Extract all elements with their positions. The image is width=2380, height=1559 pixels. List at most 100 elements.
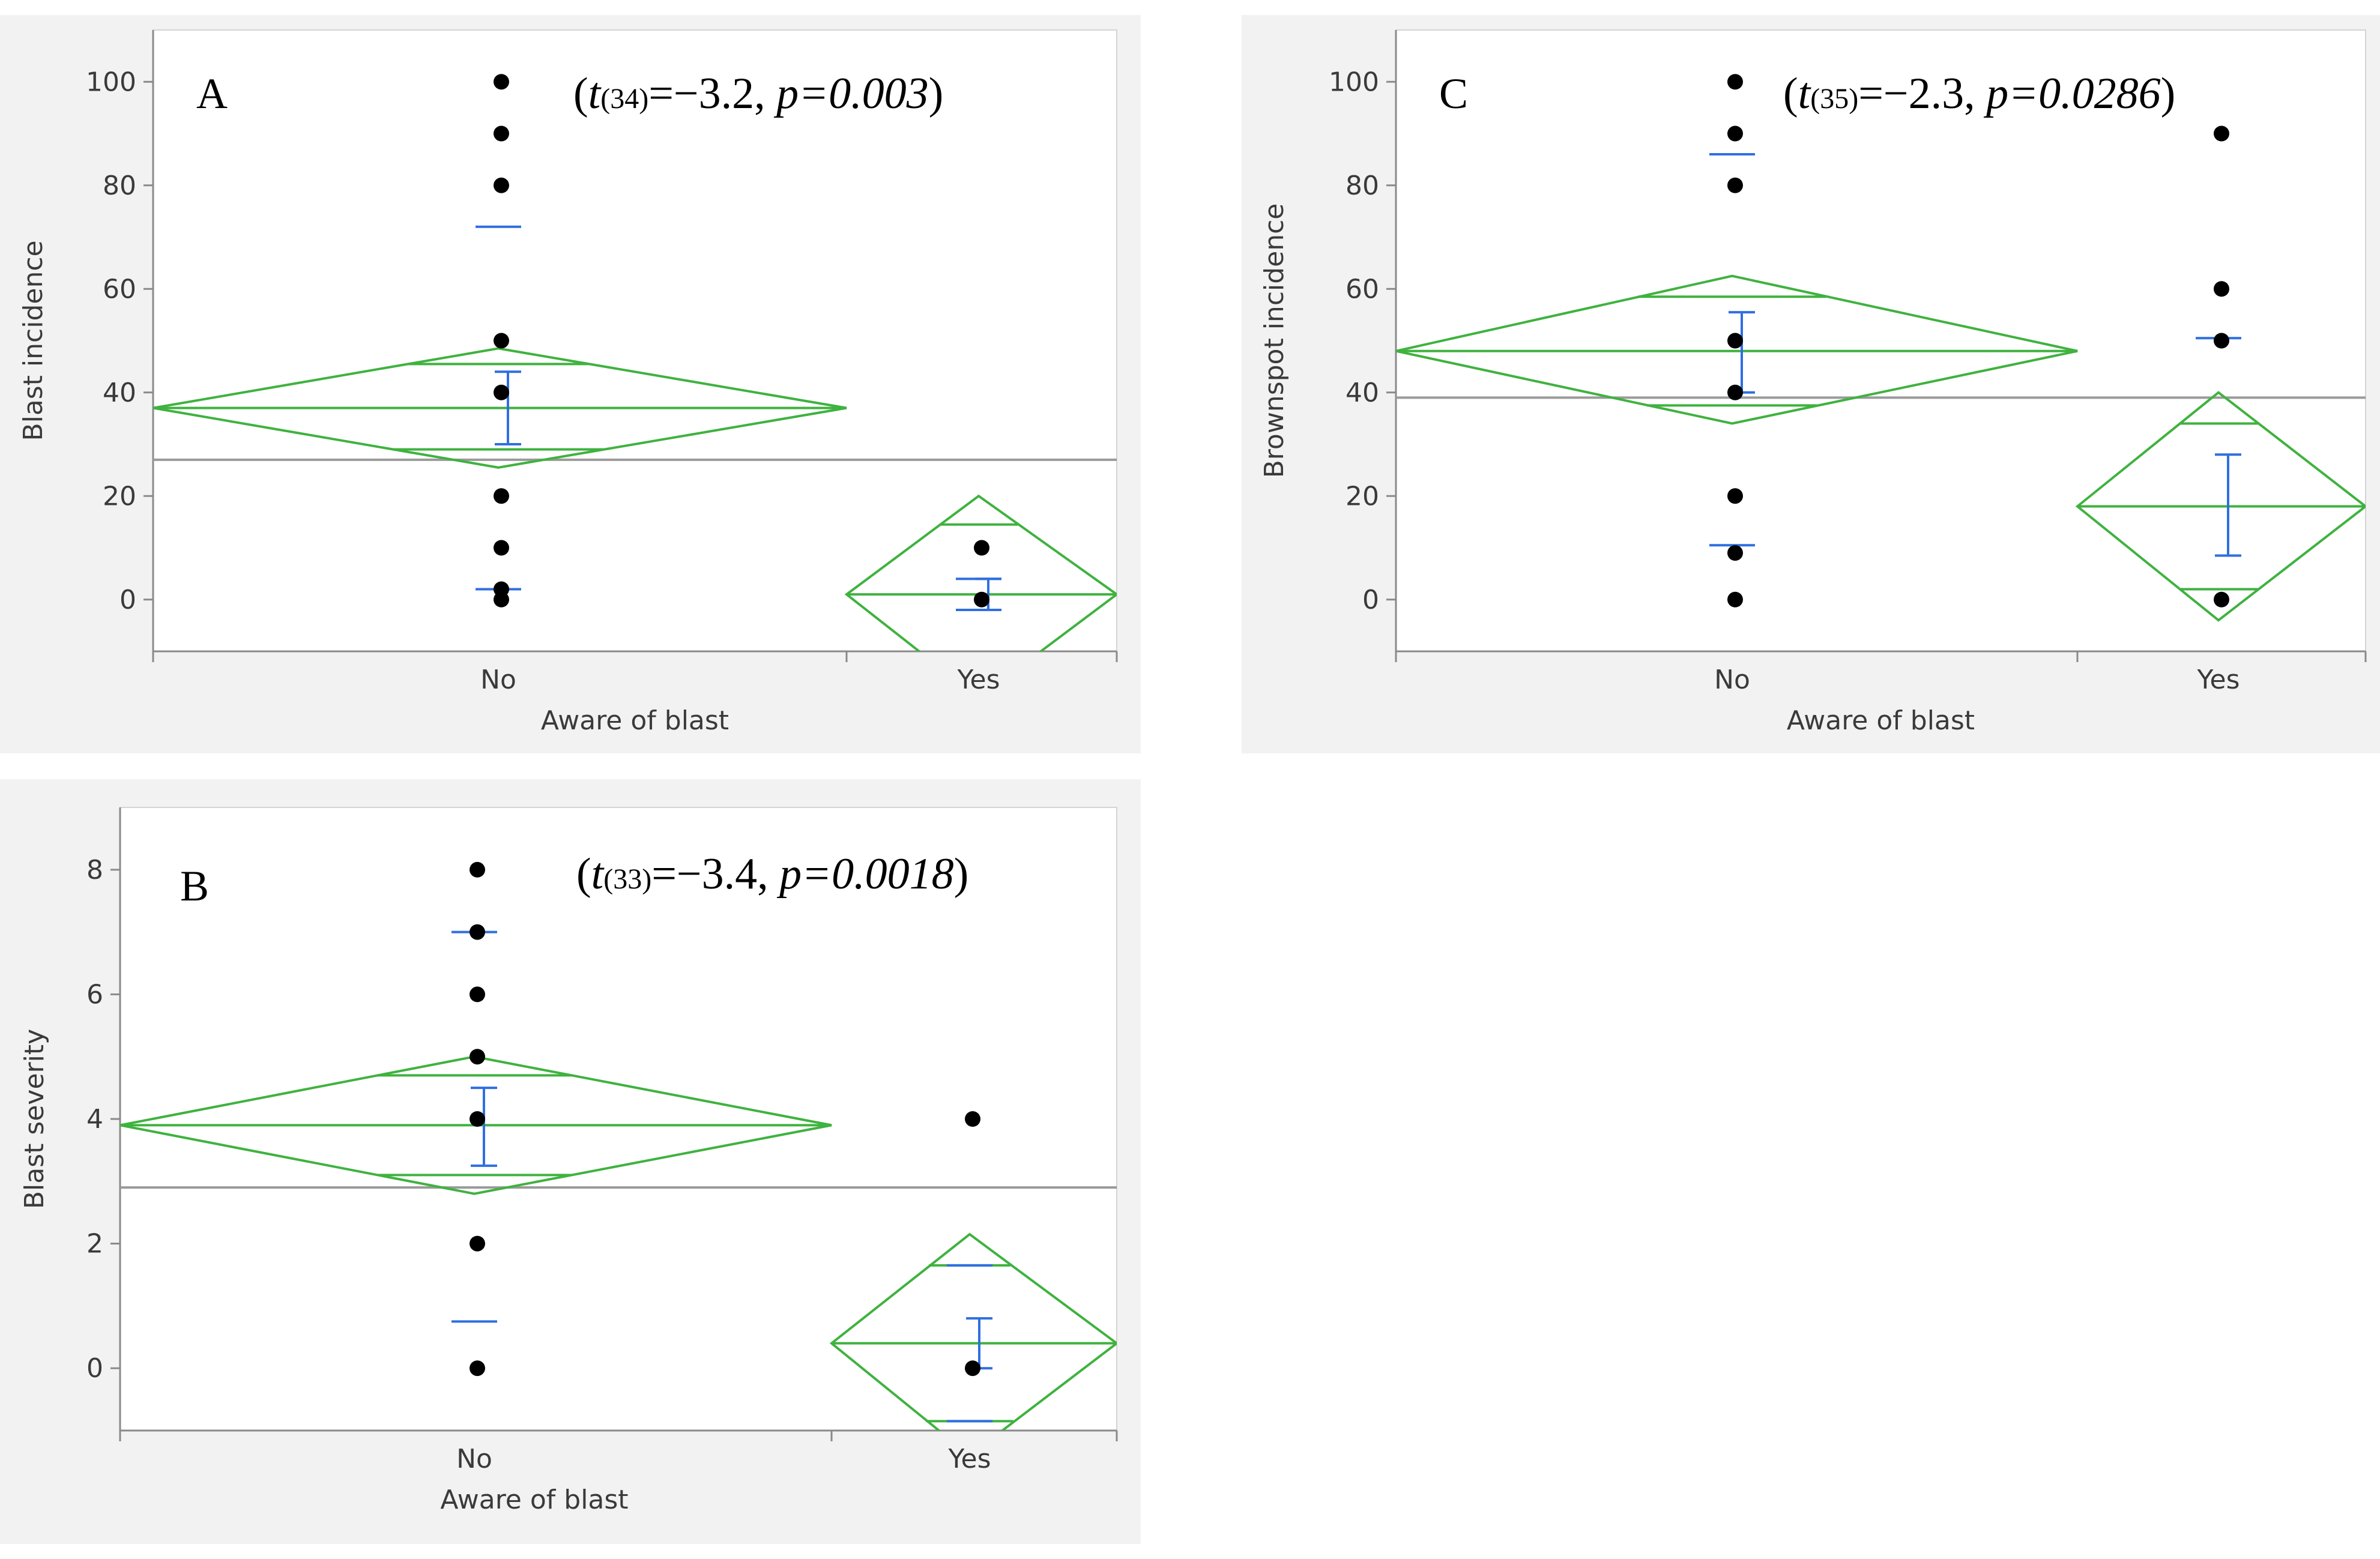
y-tick-label: 60 bbox=[103, 274, 136, 304]
data-point bbox=[470, 1360, 485, 1377]
stat-part: ) bbox=[954, 849, 969, 899]
stat-part: ) bbox=[929, 69, 944, 118]
y-axis-title: Blast severity bbox=[19, 1029, 50, 1209]
data-point bbox=[1727, 488, 1743, 504]
y-tick-label: 100 bbox=[1329, 67, 1379, 97]
stat-annotation: (t(34)=−3.2, p=0.003) bbox=[573, 69, 943, 118]
x-tick-label: No bbox=[480, 665, 516, 695]
data-point bbox=[2214, 281, 2229, 297]
x-tick-label: Yes bbox=[2196, 665, 2240, 695]
y-tick-label: 8 bbox=[86, 855, 103, 885]
stat-part: ) bbox=[2161, 69, 2176, 118]
y-tick-label: 20 bbox=[103, 481, 136, 511]
data-point bbox=[974, 540, 989, 556]
data-point bbox=[1727, 125, 1743, 142]
y-tick-label: 80 bbox=[1346, 170, 1379, 201]
y-tick-label: 60 bbox=[1346, 274, 1379, 304]
x-tick-label: No bbox=[1714, 665, 1750, 695]
means-diamond bbox=[829, 1232, 1117, 1431]
plot-area bbox=[1395, 29, 2366, 652]
data-point bbox=[470, 1111, 485, 1127]
stat-part: =−2.3, bbox=[1858, 69, 1986, 118]
data-point bbox=[965, 1111, 980, 1127]
x-axis-title: Aware of blast bbox=[1787, 705, 1975, 736]
data-point bbox=[470, 861, 485, 878]
data-point bbox=[965, 1360, 980, 1377]
stat-part: =−3.4, bbox=[651, 849, 779, 899]
stat-part: =0.0018 bbox=[802, 849, 953, 899]
y-tick-label: 80 bbox=[103, 170, 136, 201]
stat-annotation: (t(35)=−2.3, p=0.0286) bbox=[1783, 69, 2175, 118]
data-point bbox=[2214, 591, 2229, 608]
stat-annotation: (t(33)=−3.4, p=0.0018) bbox=[576, 849, 968, 899]
data-point bbox=[2214, 125, 2229, 142]
y-axis-title: Brownspot incidence bbox=[1259, 204, 1290, 478]
panel-letter: C bbox=[1439, 70, 1468, 118]
stat-part: p bbox=[1983, 69, 2008, 118]
panel-letter: B bbox=[180, 862, 209, 910]
data-point bbox=[974, 591, 989, 608]
stat-part: t bbox=[1798, 69, 1812, 118]
y-tick-label: 40 bbox=[1346, 378, 1379, 408]
plot-content bbox=[120, 861, 1117, 1431]
plot-content bbox=[153, 74, 1117, 651]
chart-panel-b: 0 2 4 6 8 No Yes Aware of blast Blast severity B (… bbox=[0, 779, 1141, 1544]
means-diamond bbox=[2075, 391, 2366, 622]
stat-part: p bbox=[773, 69, 799, 118]
y-axis-title: Blast incidence bbox=[18, 240, 49, 441]
y-tick-label: 40 bbox=[103, 378, 136, 408]
y-tick-label: 6 bbox=[86, 979, 103, 1010]
x-tick-label: Yes bbox=[947, 1444, 991, 1474]
x-tick-label: No bbox=[456, 1444, 492, 1474]
stat-part: (35) bbox=[1810, 83, 1858, 115]
data-point bbox=[494, 540, 509, 556]
plot-content bbox=[1396, 74, 2366, 622]
data-point bbox=[1727, 74, 1743, 90]
stat-part: (34) bbox=[600, 83, 648, 115]
y-tick-label: 0 bbox=[119, 585, 136, 615]
data-point bbox=[1727, 177, 1743, 193]
stat-part: =0.003 bbox=[799, 69, 928, 118]
data-point bbox=[470, 986, 485, 1003]
means-diamond bbox=[844, 494, 1117, 651]
stat-part: ( bbox=[573, 69, 588, 118]
data-point bbox=[494, 74, 509, 90]
chart-panel-c: 0 20 40 60 80 100 No Yes Aware of blast Brownspot… bbox=[1242, 15, 2380, 753]
plot-area bbox=[153, 29, 1117, 652]
x-tick-label: Yes bbox=[956, 665, 1000, 695]
y-tick-label: 2 bbox=[86, 1229, 103, 1259]
stat-part: t bbox=[588, 69, 602, 118]
data-point bbox=[1727, 545, 1743, 561]
data-point bbox=[470, 1235, 485, 1252]
data-point bbox=[494, 333, 509, 349]
y-tick-label: 100 bbox=[86, 67, 136, 97]
data-point bbox=[470, 1049, 485, 1065]
stat-part: t bbox=[591, 849, 605, 899]
data-point bbox=[1727, 384, 1743, 400]
chart-panel-a: 0 20 40 60 80 100 No Yes Aware of blast Blast inc… bbox=[0, 15, 1141, 753]
x-axis-title: Aware of blast bbox=[440, 1485, 628, 1515]
data-point bbox=[494, 591, 509, 608]
data-point bbox=[494, 488, 509, 504]
stat-part: ( bbox=[1783, 69, 1798, 118]
y-tick-label: 0 bbox=[86, 1353, 103, 1384]
x-axis-title: Aware of blast bbox=[541, 705, 729, 736]
data-point bbox=[494, 177, 509, 193]
data-point bbox=[494, 384, 509, 400]
data-point bbox=[470, 924, 485, 940]
data-point bbox=[494, 125, 509, 142]
plot-area bbox=[119, 807, 1117, 1431]
stat-part: =−3.2, bbox=[648, 69, 776, 118]
panel-letter: A bbox=[196, 70, 228, 118]
data-point bbox=[1727, 333, 1743, 349]
stat-part: p bbox=[776, 849, 802, 899]
data-point bbox=[2214, 333, 2229, 349]
stat-part: ( bbox=[576, 849, 591, 899]
stat-part: (33) bbox=[603, 863, 651, 895]
data-point bbox=[1727, 591, 1743, 608]
y-tick-label: 4 bbox=[86, 1104, 103, 1135]
stat-part: =0.0286 bbox=[2008, 69, 2160, 118]
y-tick-label: 20 bbox=[1346, 481, 1379, 511]
y-tick-label: 0 bbox=[1362, 585, 1379, 615]
